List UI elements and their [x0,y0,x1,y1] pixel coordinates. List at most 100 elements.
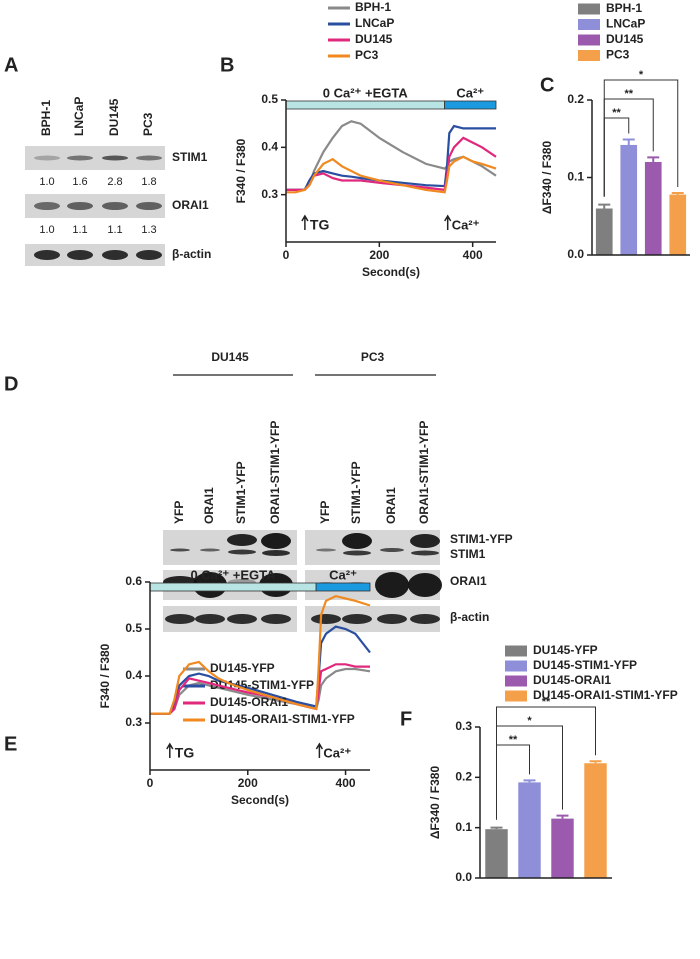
y-tick-label: 0.0 [567,247,584,261]
blot-band [136,155,162,161]
legend-swatch [505,660,527,672]
bar [669,194,687,255]
significance-label: ** [542,696,551,708]
group-label: PC3 [361,350,385,364]
error-bar [622,138,635,145]
arrow [301,214,309,230]
legend-label: PC3 [606,48,630,62]
x-tick-label: 200 [238,776,258,790]
arrow [444,214,452,230]
legend-label: DU145 [355,32,393,46]
legend-label: DU145-YFP [210,661,275,675]
legend-label: BPH-1 [606,1,642,15]
data-line [286,120,497,191]
y-axis-label: ΔF340 / F380 [428,766,442,840]
significance-label: ** [612,107,621,119]
x-axis-label: Second(s) [231,793,289,807]
phase-bar [149,582,317,592]
lane-label: LNCaP [72,97,86,136]
x-tick-label: 200 [369,248,389,262]
arrow [315,742,324,758]
x-tick-label: 0 [283,248,290,262]
blot-band [262,550,290,556]
phase-bar [285,100,445,110]
annotation: Ca²⁺ [456,85,484,100]
x-tick-label: 400 [463,248,483,262]
blot-band [102,202,128,210]
blot-band [34,155,60,161]
legend-label: BPH-1 [355,0,391,14]
group-label: DU145 [211,350,249,364]
significance-bracket [603,79,679,197]
x-axis-label: Second(s) [362,265,420,279]
y-tick-label: 0.3 [455,719,472,733]
quant-label: 1.1 [107,224,122,236]
blot-band [102,250,128,260]
significance-label: * [527,715,532,727]
row-label: STIM1 [172,150,208,164]
significance-label: ** [624,88,633,100]
blot-band [375,572,409,598]
blot-band [170,548,190,552]
error-bar [647,156,660,162]
legend-swatch [505,675,527,687]
legend-label: DU145-ORAI1-STIM1-YFP [533,688,678,702]
annotation: 0 Ca²⁺ +EGTA [191,567,277,582]
y-axis-label: F340 / F380 [98,643,112,708]
data-line [150,594,371,715]
panel-label: A [4,54,18,76]
error-bar [490,826,503,830]
bar [485,829,508,878]
error-bar [671,192,684,195]
annotation: 0 Ca²⁺ +EGTA [323,85,409,100]
legend-label: DU145-STIM1-YFP [533,658,637,672]
y-tick-label: 0.3 [261,187,278,201]
y-tick-label: 0.3 [125,715,142,729]
legend-label: LNCaP [355,16,394,30]
row-label: STIM1 [450,547,486,561]
annotation: TG [175,745,195,761]
blot-band [343,550,371,556]
legend-label: DU145-ORAI1 [210,695,288,709]
legend-label: DU145-ORAI1-STIM1-YFP [210,712,355,726]
legend-swatch [505,690,527,702]
blot-strip [25,244,165,266]
y-axis-label: F340 / F380 [234,138,248,203]
blot-band [136,250,162,260]
y-tick-label: 0.6 [125,574,142,588]
y-tick-label: 0.4 [125,668,142,682]
y-tick-label: 0.0 [455,870,472,884]
blot-band [67,155,93,161]
y-tick-label: 0.5 [125,621,142,635]
bar [620,144,638,255]
blot-band [411,550,439,556]
lane-label: PC3 [141,112,155,136]
quant-label: 1.0 [39,224,54,236]
blot-band [380,548,404,552]
row-label: β-actin [172,247,211,261]
y-axis-label: ΔF340 / F380 [540,141,554,215]
row-label: ORAI1 [172,198,209,212]
row-label: β-actin [450,610,489,624]
bar [584,763,607,878]
bar [644,162,662,255]
y-tick-label: 0.5 [261,92,278,106]
lane-label: ORAI1 [202,487,216,524]
blot-band [67,202,93,210]
error-bar [523,779,536,783]
y-tick-label: 0.2 [567,92,584,106]
annotation: Ca²⁺ [452,217,480,232]
legend-swatch [578,3,600,15]
error-bar [589,760,602,764]
x-tick-label: 400 [336,776,356,790]
blot-band [34,202,60,210]
bar [551,818,574,878]
blot-band [102,155,128,161]
blot-band [316,548,336,552]
blot-band [165,614,195,624]
blot-band [228,549,256,555]
error-bar [598,203,611,209]
blot-band [377,614,407,624]
legend-label: PC3 [355,48,379,62]
data-line [150,625,371,715]
